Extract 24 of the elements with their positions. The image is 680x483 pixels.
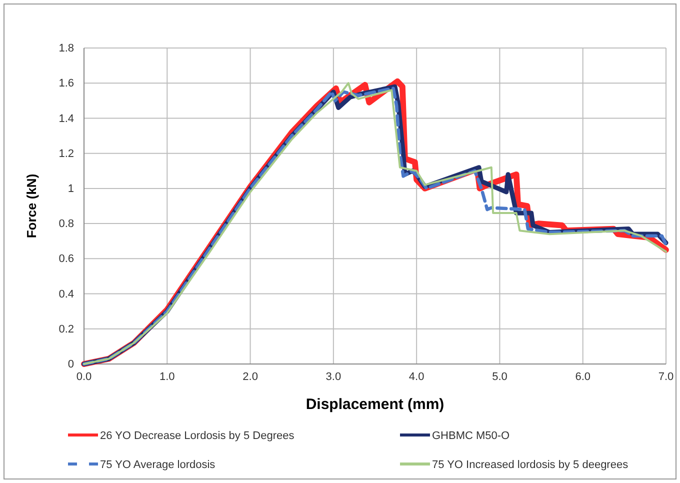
legend-label: 75 YO Increased lordosis by 5 deegrees <box>432 459 629 471</box>
x-axis-title: Displacement (mm) <box>306 396 444 413</box>
y-tick-label: 0 <box>68 358 74 371</box>
x-tick-label: 2.0 <box>242 370 258 383</box>
legend-label: 26 YO Decrease Lordosis by 5 Degrees <box>100 430 295 442</box>
y-tick-label: 0.2 <box>58 323 74 336</box>
x-tick-label: 0.0 <box>76 370 92 383</box>
x-tick-label: 6.0 <box>575 370 591 383</box>
y-tick-label: 0.8 <box>58 218 74 230</box>
y-axis-title: Force (kN) <box>24 174 39 238</box>
x-tick-label: 3.0 <box>326 370 342 383</box>
y-tick-label: 0.4 <box>58 288 74 300</box>
y-tick-label: 1.4 <box>58 112 74 125</box>
y-tick-label: 1.6 <box>58 78 74 90</box>
y-tick-label: 1.2 <box>58 148 74 160</box>
x-tick-label: 1.0 <box>159 370 175 383</box>
legend-label: GHBMC M50-O <box>432 430 510 442</box>
x-tick-label: 7.0 <box>658 370 674 383</box>
y-tick-label: 1.8 <box>58 42 74 55</box>
x-tick-label: 5.0 <box>492 370 508 383</box>
y-tick-label: 0.6 <box>58 253 74 266</box>
x-tick-label: 4.0 <box>408 370 424 383</box>
y-tick-label: 1 <box>68 182 74 195</box>
legend-label: 75 YO Average lordosis <box>100 459 216 471</box>
